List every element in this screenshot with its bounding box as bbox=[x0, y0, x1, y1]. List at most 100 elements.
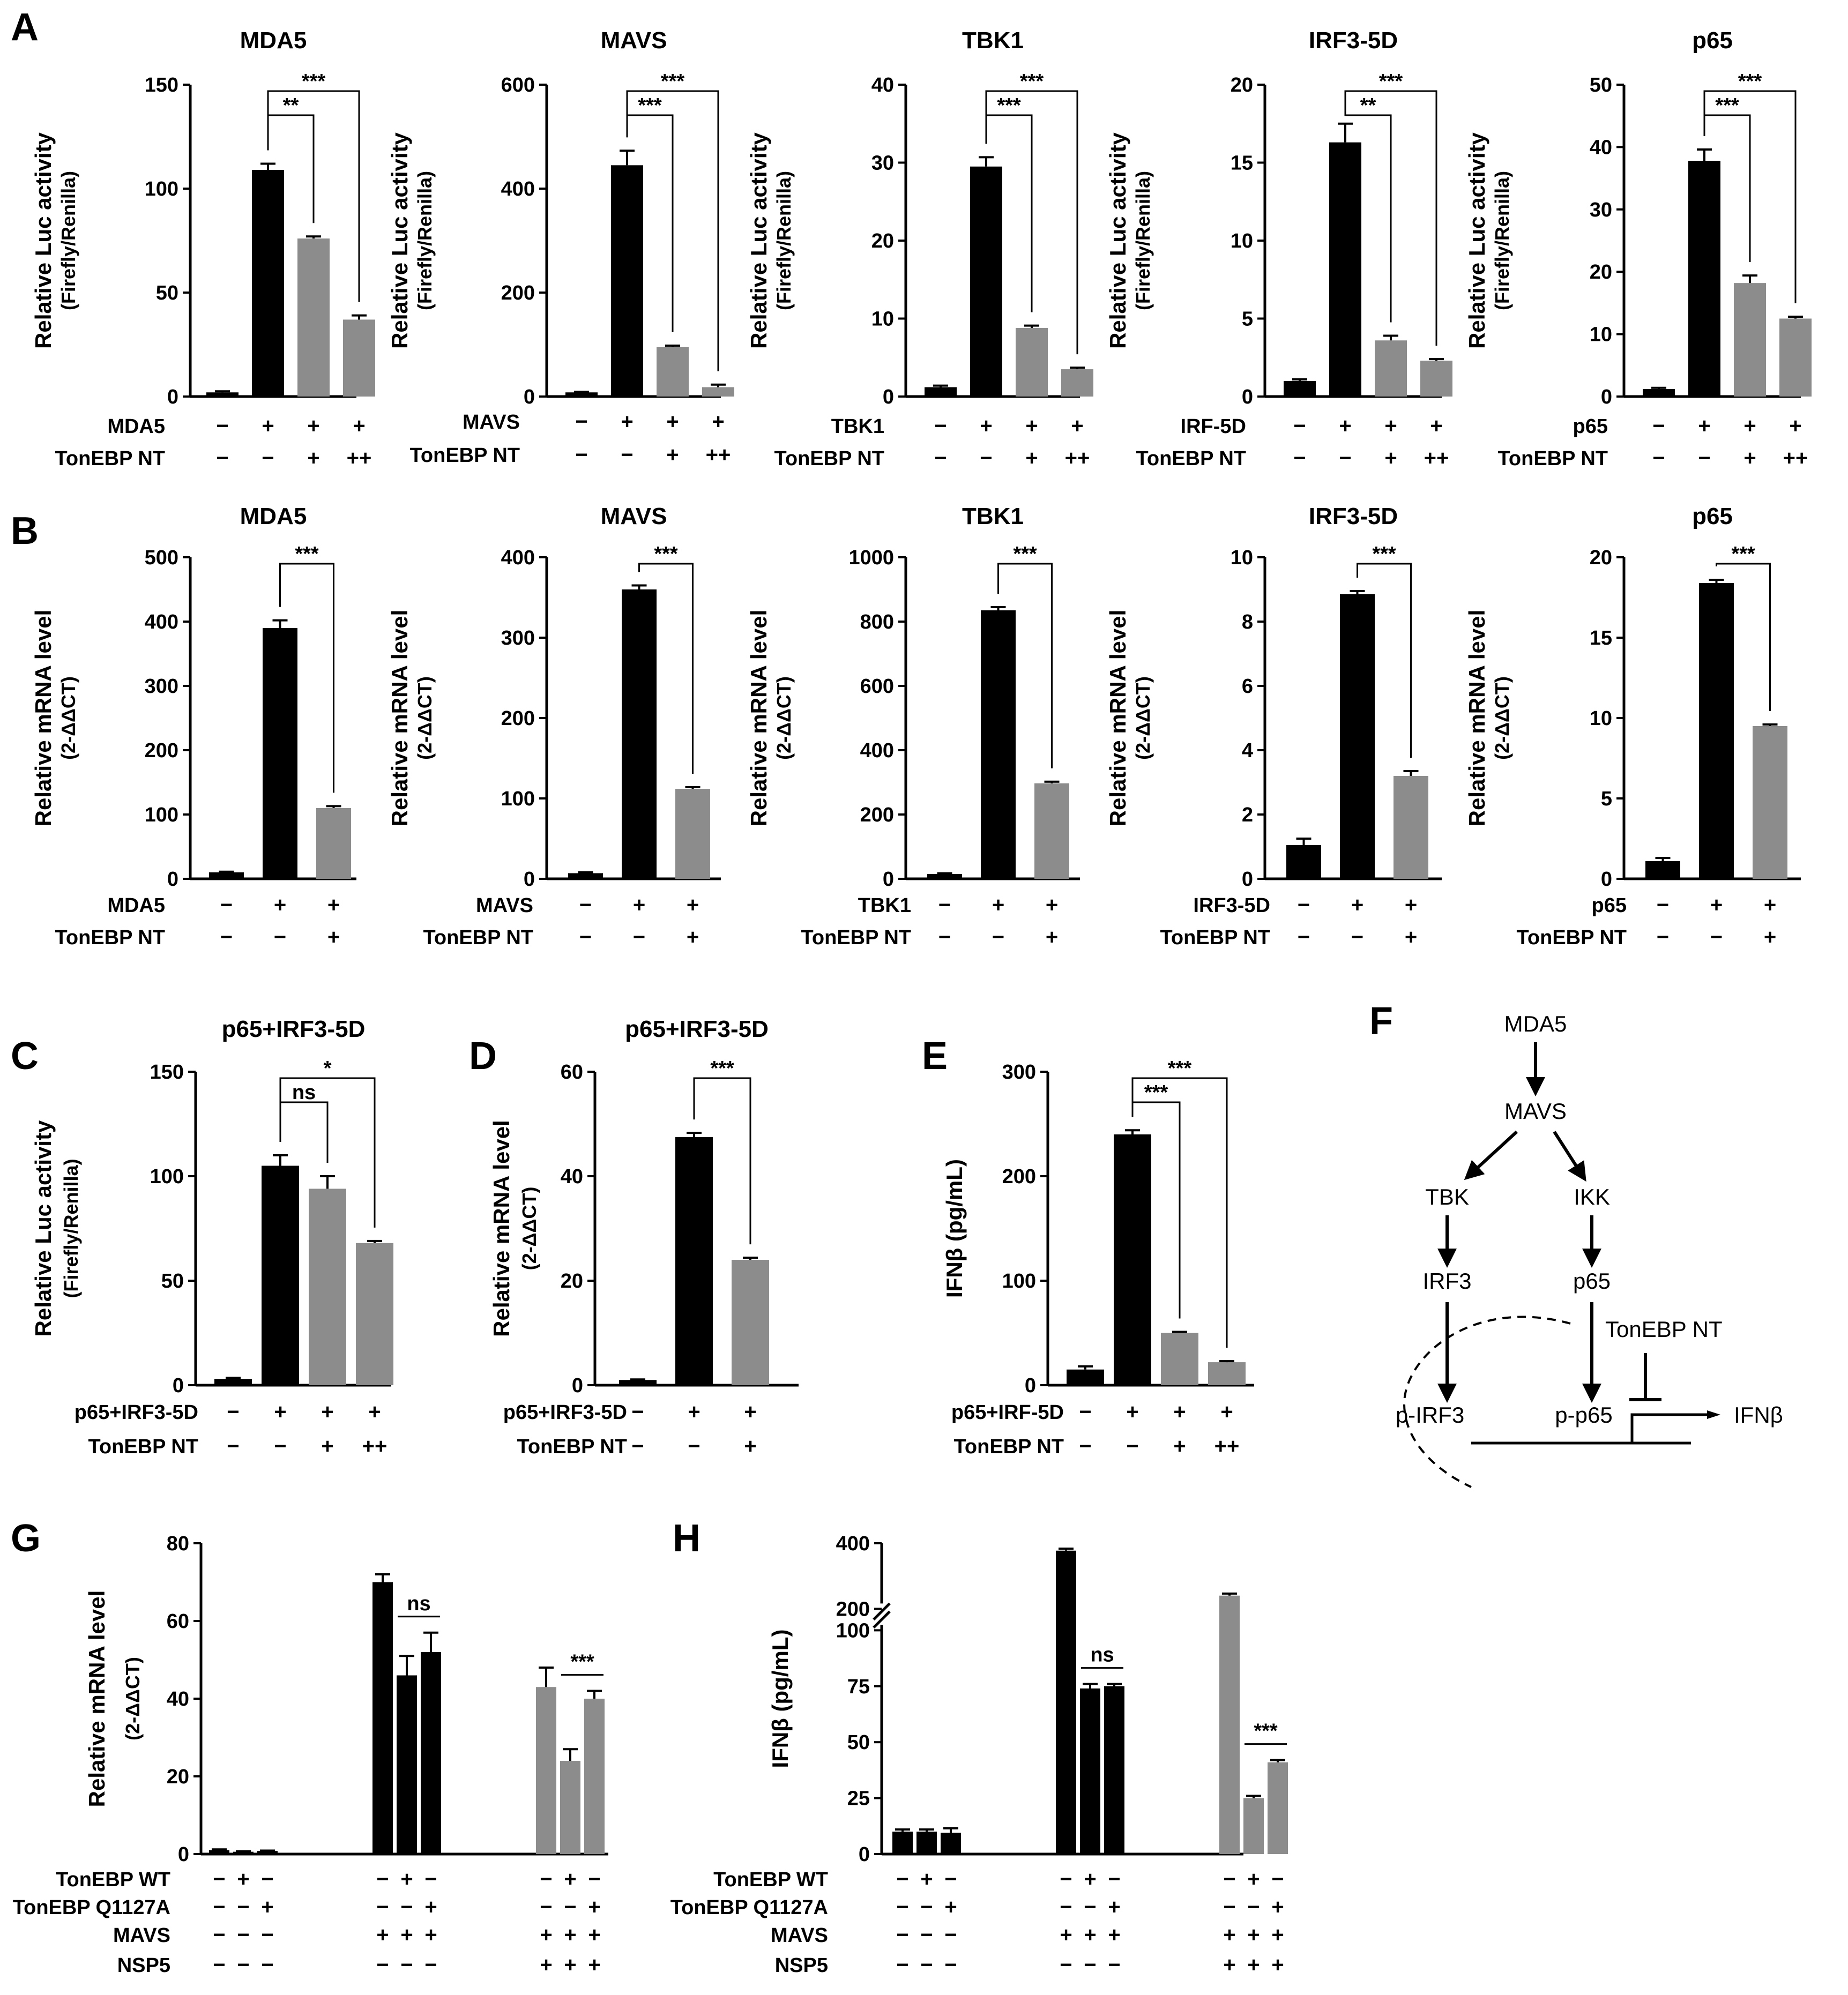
significance-bracket bbox=[1357, 563, 1412, 758]
bar bbox=[611, 165, 643, 397]
y-tick-label: 400 bbox=[145, 611, 178, 633]
y-tick-label: 200 bbox=[1002, 1165, 1036, 1188]
chart-title: MAVS bbox=[601, 27, 667, 54]
condition-symbol: − bbox=[1339, 446, 1351, 470]
y-axis-label: IFNβ (pg/mL) bbox=[767, 1630, 793, 1768]
bar bbox=[1643, 389, 1675, 397]
condition-symbol: + bbox=[1025, 446, 1038, 470]
condition-symbol: − bbox=[274, 1434, 286, 1458]
y-tick-label: 60 bbox=[167, 1610, 189, 1633]
bar bbox=[343, 319, 375, 397]
condition-symbol: − bbox=[261, 1923, 273, 1947]
condition-symbol: + bbox=[1405, 893, 1417, 917]
pathway-arrows bbox=[1437, 1042, 1601, 1403]
bar bbox=[356, 1243, 393, 1385]
y-tick-label: 300 bbox=[145, 675, 178, 698]
condition-label: TonEBP NT bbox=[55, 447, 165, 470]
condition-symbol: + bbox=[564, 1923, 576, 1947]
axis-break-mark bbox=[873, 1610, 891, 1629]
y-tick-label: 8 bbox=[1242, 611, 1253, 633]
condition-label: MDA5 bbox=[107, 415, 165, 438]
condition-symbol: + bbox=[992, 893, 1004, 917]
significance-bracket bbox=[279, 563, 334, 793]
condition-symbol: − bbox=[1298, 925, 1310, 949]
panel-label-H: H bbox=[673, 1517, 701, 1560]
chart-G: G Relative mRNA level (2-ΔΔCT) 0 20 40 60 80 ns *… bbox=[11, 1517, 608, 1977]
pathway-diagram: F MDA5 MAVS TBK IKK IRF3 p65 TonEBP NT p… bbox=[1369, 1000, 1783, 1488]
condition-symbol: + bbox=[1220, 1400, 1233, 1424]
bar bbox=[702, 387, 734, 397]
condition-symbol: + bbox=[1084, 1923, 1096, 1947]
bar bbox=[1688, 161, 1720, 397]
y-axis-label: Relative Luc activity bbox=[1464, 132, 1489, 348]
y-tick-label: 10 bbox=[1590, 707, 1612, 730]
condition-label: TonEBP NT bbox=[1136, 447, 1246, 470]
chart-title: TBK1 bbox=[962, 27, 1024, 54]
significance-bracket bbox=[1716, 563, 1771, 711]
node-ikk: IKK bbox=[1574, 1184, 1610, 1209]
y-tick-label: 400 bbox=[860, 739, 894, 762]
condition-symbol: + bbox=[564, 1867, 576, 1891]
significance-label: ** bbox=[1360, 94, 1376, 117]
y-tick-label: 60 bbox=[561, 1061, 583, 1084]
y-axis-label: Relative mRNA level bbox=[387, 610, 412, 827]
condition-symbol: + bbox=[1173, 1400, 1186, 1424]
bar bbox=[657, 347, 689, 397]
bar bbox=[209, 1850, 229, 1854]
condition-symbol: ++ bbox=[1214, 1434, 1240, 1458]
condition-symbol: + bbox=[920, 1867, 933, 1891]
bar bbox=[981, 610, 1016, 879]
condition-symbol: − bbox=[896, 1867, 908, 1891]
condition-symbol: + bbox=[688, 1400, 700, 1424]
condition-symbol: + bbox=[588, 1953, 600, 1977]
y-tick-label: 100 bbox=[1002, 1270, 1036, 1292]
condition-symbol: − bbox=[213, 1895, 225, 1919]
condition-symbol: + bbox=[376, 1923, 389, 1947]
chart-title: MDA5 bbox=[240, 503, 307, 529]
bar bbox=[309, 1189, 346, 1385]
condition-label: p65+IRF-5D bbox=[951, 1401, 1064, 1424]
condition-label: TonEBP Q1127A bbox=[670, 1896, 828, 1919]
node-mavs: MAVS bbox=[1504, 1099, 1567, 1124]
condition-symbol: − bbox=[213, 1953, 225, 1977]
chart-A3: TBK1 Relative Luc activity (Firefly/Renill… bbox=[746, 27, 1093, 470]
y-tick-label: 1000 bbox=[848, 547, 894, 569]
condition-symbol: + bbox=[327, 893, 340, 917]
significance-label: ns bbox=[407, 1593, 430, 1615]
y-tick-label: 4 bbox=[1242, 739, 1253, 762]
condition-symbol: − bbox=[944, 1953, 957, 1977]
condition-symbol: − bbox=[1223, 1895, 1235, 1919]
condition-symbol: + bbox=[540, 1923, 552, 1947]
node-ifnb: IFNβ bbox=[1734, 1402, 1783, 1428]
node-tbk: TBK bbox=[1425, 1184, 1469, 1209]
bar bbox=[1034, 783, 1069, 879]
chart-title: MAVS bbox=[601, 503, 667, 529]
significance-label: ns bbox=[1090, 1644, 1114, 1667]
condition-symbol: − bbox=[1657, 893, 1669, 917]
condition-label: p65+IRF3-5D bbox=[74, 1401, 198, 1424]
y-tick-label: 200 bbox=[860, 804, 894, 826]
condition-label: TonEBP NT bbox=[423, 926, 533, 949]
y-axis-label: Relative mRNA level bbox=[31, 610, 56, 827]
y-tick-label: 15 bbox=[1231, 152, 1253, 175]
condition-symbol: ++ bbox=[1424, 446, 1449, 470]
condition-symbol: + bbox=[687, 925, 699, 949]
y-axis-label: Relative mRNA level bbox=[746, 610, 771, 827]
bar bbox=[1161, 1333, 1198, 1385]
y-tick-label: 800 bbox=[860, 611, 894, 633]
panel-label-E: E bbox=[922, 1035, 948, 1078]
node-irf3: IRF3 bbox=[1422, 1268, 1471, 1294]
significance-label: ns bbox=[292, 1081, 316, 1104]
bar bbox=[1329, 142, 1361, 397]
condition-label: NSP5 bbox=[775, 1954, 828, 1977]
y-tick-label: 2 bbox=[1242, 804, 1253, 826]
condition-symbol: − bbox=[261, 1953, 273, 1977]
y-tick-label: 30 bbox=[871, 152, 894, 175]
condition-symbol: + bbox=[400, 1867, 413, 1891]
significance-label: *** bbox=[295, 543, 319, 565]
condition-symbol: − bbox=[564, 1895, 576, 1919]
condition-label: MAVS bbox=[113, 1924, 170, 1947]
bar bbox=[1104, 1686, 1124, 1854]
